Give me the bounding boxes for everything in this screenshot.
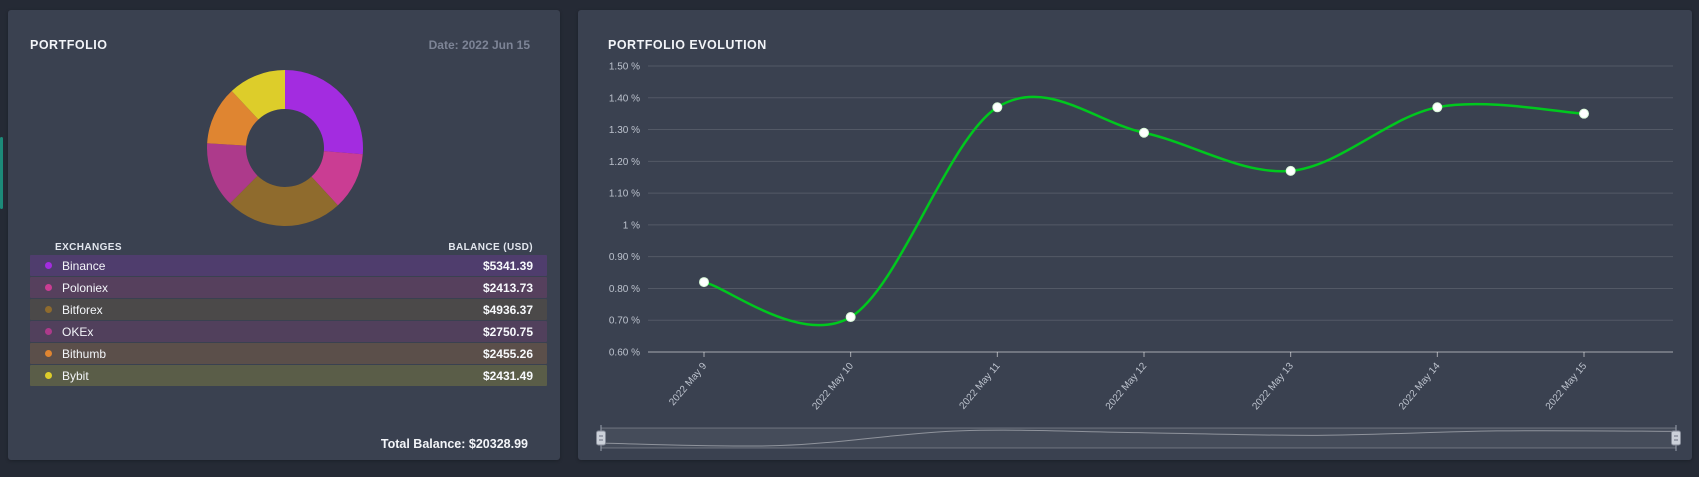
exchange-name: Binance: [62, 258, 106, 273]
exchange-color-dot: [45, 306, 52, 313]
x-tick-label: 2022 May 12: [1104, 361, 1150, 413]
portfolio-panel: PORTFOLIO Date: 2022 Jun 15 EXCHANGES BA…: [8, 10, 560, 460]
x-tick-label: 2022 May 15: [1544, 361, 1590, 413]
exchange-balance: $2455.26: [482, 346, 533, 361]
table-row[interactable]: OKEx $2750.75: [30, 321, 547, 342]
grid-lines: 1.50 % 1.40 % 1.30 % 1.20 % 1.10 % 1 % 0.90 % 0…: [609, 62, 1673, 359]
exchange-balance: $2750.75: [482, 324, 533, 339]
table-row[interactable]: Binance $5341.39: [30, 255, 547, 276]
x-tick-label: 2022 May 13: [1250, 361, 1296, 413]
data-point-marker[interactable]: [845, 312, 856, 323]
donut-segment-okex[interactable]: [207, 143, 258, 204]
total-balance-value: $20328.99: [468, 437, 528, 451]
donut-segment-bitforex[interactable]: [230, 175, 338, 226]
data-point-marker[interactable]: [1432, 102, 1443, 113]
handle-grip: [1671, 430, 1681, 446]
exchange-balance: $5341.39: [482, 258, 533, 273]
y-tick-label: 0.60 %: [609, 348, 640, 359]
exchange-color-dot: [45, 372, 52, 379]
exchange-name: Bithumb: [62, 346, 107, 361]
y-tick-label: 1.40 %: [609, 93, 640, 104]
exchange-name: Bitforex: [62, 302, 103, 317]
x-axis: 2022 May 9 2022 May 10 2022 May 11 2022 May…: [667, 352, 1590, 413]
handle-grip: [596, 430, 606, 446]
y-tick-label: 1.20 %: [609, 157, 640, 168]
evolution-line-chart: 1.50 % 1.40 % 1.30 % 1.20 % 1.10 % 1 % 0.90 % 0…: [596, 62, 1681, 451]
total-balance-label: Total Balance:: [380, 437, 466, 451]
exchange-name: Bybit: [62, 368, 89, 383]
data-point-marker[interactable]: [1579, 108, 1589, 119]
portfolio-title: PORTFOLIO: [30, 38, 108, 52]
y-tick-label: 1.30 %: [609, 125, 640, 136]
column-exchanges: EXCHANGES: [55, 242, 122, 253]
x-tick-label: 2022 May 9: [667, 361, 709, 408]
exchange-name: Poloniex: [62, 280, 109, 295]
exchange-balance: $4936.37: [482, 302, 533, 317]
portfolio-donut-chart[interactable]: [200, 63, 370, 233]
donut-segment-poloniex[interactable]: [311, 151, 363, 206]
exchange-table-body: Binance $5341.39 Poloniex $2413.73 Bitforex $…: [30, 255, 547, 387]
x-tick-label: 2022 May 11: [958, 361, 1003, 412]
data-point-marker[interactable]: [1285, 165, 1296, 176]
data-point-marker[interactable]: [1139, 127, 1149, 138]
navigator-left-handle[interactable]: [596, 425, 606, 451]
table-row[interactable]: Poloniex $2413.73: [30, 277, 547, 298]
data-point-marker[interactable]: [992, 102, 1003, 113]
exchange-table-header: EXCHANGES BALANCE (USD): [30, 242, 547, 253]
donut-segment-bybit[interactable]: [231, 70, 285, 120]
table-row[interactable]: Bybit $2431.49: [30, 365, 547, 386]
evolution-title: PORTFOLIO EVOLUTION: [608, 38, 767, 52]
portfolio-evolution-panel: PORTFOLIO EVOLUTION 1.50 % 1.40 % 1.30 % 1.…: [578, 10, 1692, 460]
data-point-marker[interactable]: [699, 277, 709, 288]
y-tick-label: 0.80 %: [609, 284, 640, 295]
exchange-balance: $2431.49: [482, 368, 533, 383]
navigator-mini-line: [600, 429, 1677, 447]
portfolio-date: Date: 2022 Jun 15: [428, 38, 530, 52]
exchange-balance: $2413.73: [482, 280, 533, 295]
donut-svg: [207, 70, 363, 226]
column-balance: BALANCE (USD): [448, 242, 533, 253]
x-tick-label: 2022 May 10: [810, 361, 856, 413]
total-balance: Total Balance: $20328.99: [381, 437, 528, 451]
y-tick-label: 0.90 %: [609, 252, 640, 263]
exchange-color-dot: [45, 284, 52, 291]
x-tick-label: 2022 May 14: [1397, 361, 1443, 413]
table-row[interactable]: Bithumb $2455.26: [30, 343, 547, 364]
left-edge-accent: [0, 137, 3, 209]
range-navigator[interactable]: [596, 425, 1681, 451]
exchange-name: OKEx: [62, 324, 94, 339]
donut-segment-binance[interactable]: [285, 70, 363, 155]
y-tick-label: 0.70 %: [609, 316, 640, 327]
y-tick-label: 1.10 %: [609, 189, 640, 200]
exchange-color-dot: [45, 350, 52, 357]
exchange-color-dot: [45, 328, 52, 335]
y-tick-label: 1.50 %: [609, 62, 640, 73]
exchange-color-dot: [45, 262, 52, 269]
navigator-right-handle[interactable]: [1671, 425, 1681, 451]
y-tick-label: 1 %: [623, 220, 640, 231]
donut-segment-bithumb[interactable]: [207, 91, 259, 146]
table-row[interactable]: Bitforex $4936.37: [30, 299, 547, 320]
